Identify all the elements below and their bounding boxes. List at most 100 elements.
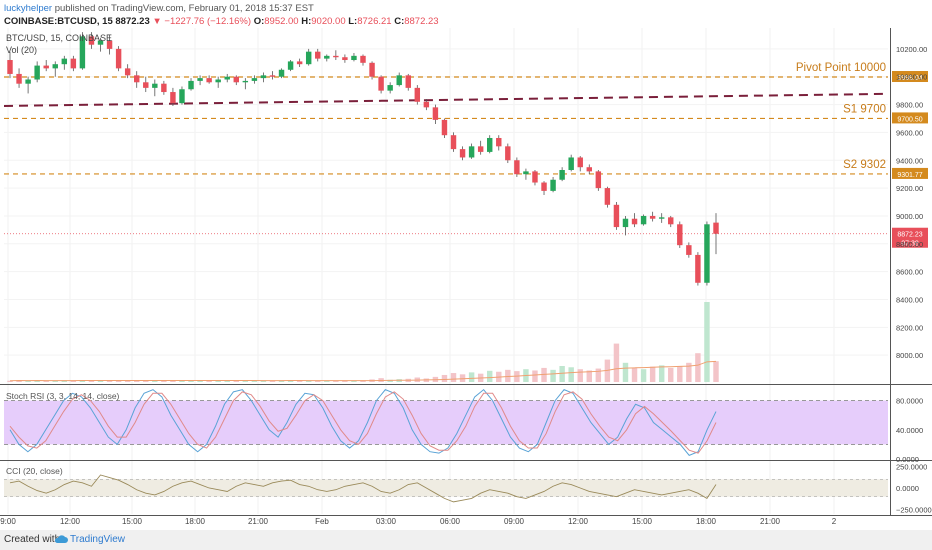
stoch-band [4, 400, 888, 445]
volume-bar [704, 302, 710, 382]
candle-body [668, 217, 674, 225]
candle-body [568, 157, 574, 170]
volume-bar [197, 380, 203, 382]
x-tick-label: 18:00 [696, 517, 717, 526]
y-tick-label: 9000.00 [896, 212, 923, 221]
volume-bar [315, 380, 321, 382]
main-pane-title: BTC/USD, 15, COINBASE [6, 33, 112, 43]
candle-body [106, 40, 113, 49]
candle-body [468, 146, 475, 158]
publish-line: luckyhelper published on TradingView.com… [4, 2, 924, 15]
volume-label: Vol (20) [6, 45, 37, 55]
cci-line [9, 474, 717, 503]
candle-body [260, 75, 267, 79]
candle-body [686, 245, 692, 255]
stoch-d-line [9, 391, 717, 454]
volume-bar [468, 372, 475, 382]
volume-bar [34, 380, 40, 382]
volume-bar [622, 362, 629, 382]
volume-bar [278, 380, 285, 382]
x-tick-label: 15:00 [632, 517, 653, 526]
stoch-tick-label: 0.0000 [896, 455, 919, 464]
y-tick-label: 9600.00 [896, 128, 923, 137]
high-label: H: [301, 16, 312, 27]
x-tick-label: 2 [832, 517, 837, 526]
candle-body [43, 65, 49, 69]
y-tick-label: 10000.00 [896, 73, 927, 82]
candle-body [677, 224, 683, 246]
x-tick-label: 21:00 [760, 517, 781, 526]
candle-body [622, 218, 629, 228]
volume-bar [134, 380, 140, 382]
volume-bar [505, 369, 511, 382]
candle-body [550, 179, 556, 191]
volume-bar [640, 369, 647, 382]
price-axes: 10200.00 10000.00 9800.00 9600.00 9400.00 920… [896, 45, 932, 515]
volume-bar [25, 380, 31, 382]
candle-body [631, 218, 638, 225]
open-label: O: [253, 16, 265, 27]
candle-body [315, 51, 321, 59]
candle-body [342, 57, 348, 61]
candle-body [170, 92, 176, 104]
volume-bar [541, 367, 547, 382]
candle-body [604, 188, 611, 205]
open-value: 8952.00 [264, 16, 299, 27]
candle-body [34, 65, 40, 80]
candle-body [134, 75, 140, 83]
down-arrow-icon: ▼ [152, 16, 162, 27]
candle-body [487, 137, 493, 152]
volume-bar [631, 367, 638, 382]
x-tick-label: 15:00 [122, 517, 143, 526]
volume-bar [97, 380, 104, 382]
volume-bar [16, 380, 22, 382]
candle-body [532, 171, 538, 183]
volume-bar [577, 369, 583, 382]
volume-bar [224, 380, 230, 382]
volume-bar [668, 367, 674, 382]
level-badge [892, 167, 928, 179]
candle-body [324, 55, 330, 59]
candle-body [432, 107, 439, 120]
level-label: S2 9302 [843, 159, 886, 171]
level-badge [892, 70, 928, 82]
stoch-k-line [9, 388, 717, 456]
candle-body [88, 36, 95, 45]
candle-body [405, 75, 411, 88]
candle-body [25, 79, 31, 84]
volume-bar [595, 368, 602, 382]
candle-body [658, 217, 665, 219]
volume-bar [658, 365, 665, 382]
candle-body [523, 171, 529, 175]
tradingview-link[interactable]: TradingView [70, 534, 126, 545]
last-price: 8872.23 [115, 16, 150, 27]
candle-body [360, 55, 366, 63]
y-tick-label: 8000.00 [896, 351, 923, 360]
candle-body [586, 167, 592, 172]
cci-tick-label: 250.0000 [896, 462, 927, 471]
candle-body [369, 62, 375, 77]
volume-bar [459, 374, 466, 382]
level-badge [892, 112, 928, 124]
y-tick-label: 8200.00 [896, 323, 923, 332]
volume-bar [124, 380, 131, 382]
candle-body [269, 75, 276, 77]
last-price-badge [892, 227, 928, 248]
candle-body [333, 55, 339, 58]
candle-body [70, 58, 77, 69]
change-value: −1227.76 (−12.16%) [164, 16, 252, 27]
level-label: Pivot Point 10000 [796, 62, 886, 74]
volume-bars [7, 302, 719, 382]
author-link[interactable]: luckyhelper [4, 3, 53, 14]
volume-bar [568, 367, 574, 382]
cci-title: CCI (20, close) [6, 466, 63, 476]
volume-bar [586, 370, 592, 382]
volume-bar [143, 380, 149, 382]
candle-body [423, 101, 430, 108]
candle-body [577, 157, 583, 168]
volume-bar [70, 380, 77, 382]
y-tick-label: 9400.00 [896, 156, 923, 165]
candle-body [296, 61, 303, 65]
created-with-label: Created with [4, 534, 61, 545]
candle-body [97, 40, 104, 45]
